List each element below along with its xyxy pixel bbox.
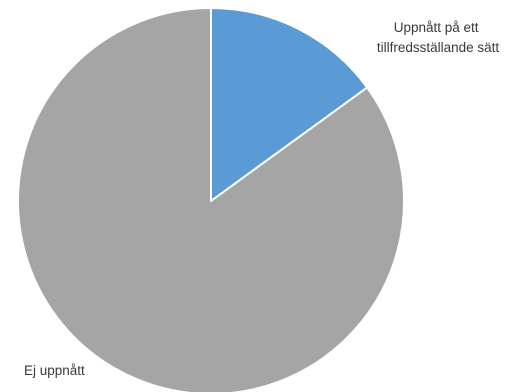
slice-label-not-achieved: Ej uppnått — [24, 363, 85, 378]
pie-slices — [17, 7, 405, 392]
pie-slice-achieved — [210, 7, 369, 202]
slice-label-not-achieved-line-1: Ej uppnått — [24, 363, 85, 378]
pie-slice-not-achieved — [17, 7, 405, 392]
slice-label-achieved-line-1: Uppnått på ett — [394, 20, 479, 35]
slice-label-achieved-line-2: tillfredsställande sätt — [377, 40, 500, 55]
slice-label-achieved: Uppnått på ett tillfredsställande sätt — [377, 20, 500, 55]
